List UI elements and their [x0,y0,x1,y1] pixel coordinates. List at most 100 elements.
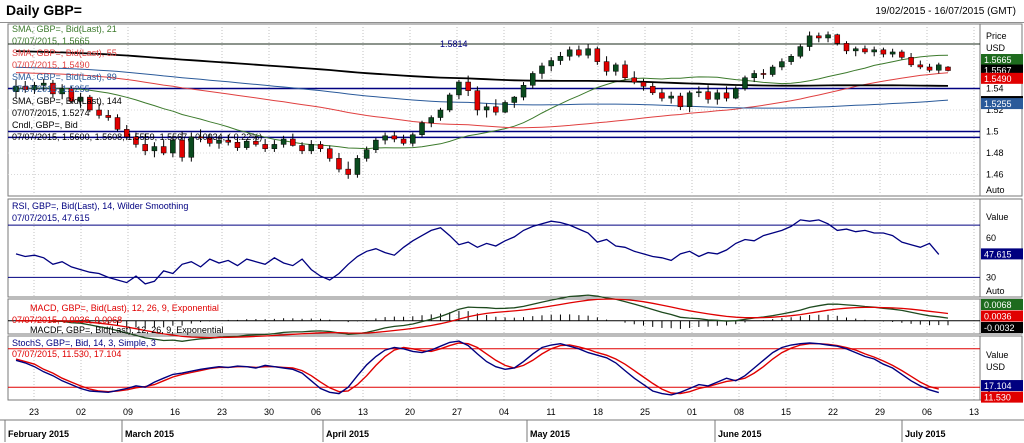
x-month-label: July 2015 [905,429,946,439]
candle-body [290,138,296,146]
candle-body [696,91,702,94]
candle-body [96,109,102,116]
price-tick-label: 1.52 [986,105,1004,115]
hline-label: 1.5814 [440,39,468,49]
candle-body [262,144,268,149]
candle-body [742,77,748,89]
candle-body [899,51,905,58]
rsi-legend-value: 07/07/2015, 47.615 [12,213,90,223]
sma-89-line [15,66,949,109]
candle-body [548,60,554,67]
candle-body [317,144,324,149]
stoch-axis-title: Value [986,350,1008,360]
candle-body [253,140,259,145]
candle-body [659,92,665,99]
price-tag [981,72,1023,84]
macd-signal-line [15,298,949,339]
price-tag-label: 1.5490 [984,74,1012,84]
candle-body [926,66,933,71]
price-tick-label: 1.54 [986,84,1004,94]
candle-body [640,81,647,87]
stoch-tag-label: 17.104 [984,381,1012,391]
candle-body [105,115,112,118]
candle-body [308,144,315,152]
candle-body [142,144,148,152]
candle-body [437,109,444,118]
candle-body [13,86,19,92]
candle-body [160,146,167,154]
candle-body [843,43,850,52]
macd-legend-name: MACD, GBP=, Bid(Last), 12, 26, 9, Expone… [30,303,219,313]
candle-body [50,82,56,95]
candle-body [936,64,942,71]
x-tick-label: 13 [969,407,979,417]
candle-body [363,149,370,159]
price-legend-name: Cndl, GBP=, Bid [12,120,78,130]
candle-body [428,117,434,124]
candle-body [530,73,536,86]
candle-body [788,56,794,62]
stoch-legend-value: 07/07/2015, 11.530, 17.104 [12,349,121,359]
candle-body [216,139,222,144]
price-axis-title: Price [986,31,1007,41]
candle-body [557,56,564,61]
candle-body [945,66,951,71]
candle-body [382,135,388,141]
candle-body [456,81,462,96]
x-tick-label: 15 [781,407,791,417]
candle-body [603,61,610,72]
panel-macd [7,298,981,335]
candle-body [613,64,619,72]
macd-tag [981,310,1023,322]
x-tick-label: 04 [499,407,509,417]
candle-body [917,64,924,68]
x-tick-label: 06 [922,407,932,417]
x-tick-label: 23 [29,407,39,417]
candle-body [225,139,231,143]
candle-body [889,51,896,55]
candle-body [354,158,361,175]
candle-body [77,96,84,102]
stoch-d-line [15,342,939,395]
candle-body [816,35,822,39]
candle-body [594,48,601,62]
rsi-tag [981,248,1023,260]
sma-55-line [15,72,949,129]
price-legend-name: SMA, GBP=, Bid(Last), 89 [12,72,117,82]
candle-body [114,117,121,130]
candle-body [705,91,711,100]
axis-rsi [979,198,1023,298]
candle-body [207,137,213,144]
stoch-tag [981,391,1023,403]
candle-body [760,73,767,75]
candle-body [419,122,425,135]
x-tick-label: 30 [264,407,274,417]
candle-body [520,85,527,98]
x-tick-label: 20 [405,407,415,417]
candle-body [133,136,139,145]
price-legend-name: SMA, GBP=, Bid(Last), 144 [12,96,122,106]
candle-body [714,92,721,100]
candle-body [373,139,379,151]
x-tick-label: 11 [546,407,555,417]
candle-body [123,129,130,138]
candle-body [852,48,859,52]
candle-body [493,106,499,113]
candle-body [825,34,831,39]
candle-body [40,82,47,86]
stoch-k-line [15,340,940,396]
price-legend-value: 07/07/2015, 1.5665 [12,36,90,46]
candle-body [31,85,38,90]
price-tick-label: 1.5 [986,127,999,137]
candle-body [779,61,785,68]
price-legend-value: 07/07/2015, 1.5600, 1.5608, 1.5559, 1.55… [12,132,262,142]
candle-body [345,168,351,175]
rsi-tag-label: 47.615 [984,249,1012,259]
candle-body [871,49,877,53]
title-bar: Daily GBP= 19/02/2015 - 16/07/2015 (GMT) [0,0,1024,23]
candle-body [539,65,545,74]
candle-body [151,146,158,152]
candle-body [22,86,28,90]
candle-body [280,138,287,145]
